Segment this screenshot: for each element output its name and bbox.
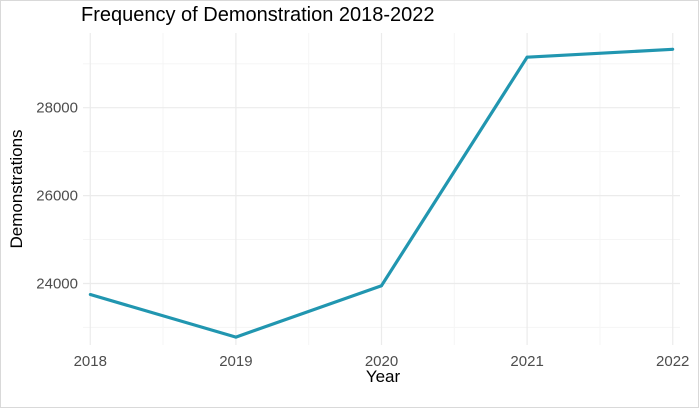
x-tick-labels: 2018 2019 2020 2021 2022 xyxy=(74,353,690,370)
series-layer xyxy=(88,47,675,339)
x-tick-label: 2019 xyxy=(219,353,252,370)
y-tick-label: 28000 xyxy=(36,100,78,117)
data-point xyxy=(88,292,92,296)
data-point xyxy=(380,284,383,288)
x-tick-label: 2021 xyxy=(510,353,543,370)
x-axis-label: Year xyxy=(365,367,401,386)
major-gridlines xyxy=(83,33,680,345)
x-tick-label: 2022 xyxy=(656,353,689,370)
data-point xyxy=(234,335,238,339)
x-tick-label: 2020 xyxy=(365,353,398,370)
data-point xyxy=(671,47,675,51)
y-tick-label: 26000 xyxy=(36,188,78,205)
y-tick-labels: 24000 26000 28000 xyxy=(36,100,78,293)
chart-title: Frequency of Demonstration 2018-2022 xyxy=(81,4,435,26)
x-tick-label: 2018 xyxy=(74,353,107,370)
y-axis-label: Demonstrations xyxy=(7,129,26,249)
data-point xyxy=(525,55,529,59)
y-tick-label: 24000 xyxy=(36,275,78,292)
